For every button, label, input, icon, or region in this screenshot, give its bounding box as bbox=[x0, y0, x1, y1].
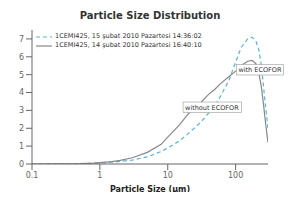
svg-text:5: 5 bbox=[19, 71, 24, 80]
svg-text:Particle Size (μm): Particle Size (μm) bbox=[110, 185, 190, 192]
svg-text:4: 4 bbox=[19, 88, 24, 97]
svg-text:0.1: 0.1 bbox=[26, 171, 39, 180]
svg-text:6: 6 bbox=[19, 53, 24, 62]
svg-text:0: 0 bbox=[19, 160, 24, 169]
svg-text:2: 2 bbox=[19, 124, 24, 133]
svg-text:1: 1 bbox=[97, 171, 102, 180]
svg-text:7: 7 bbox=[19, 35, 24, 44]
svg-text:10: 10 bbox=[163, 171, 173, 180]
svg-text:3: 3 bbox=[19, 106, 24, 115]
svg-text:without ECOFOR: without ECOFOR bbox=[185, 104, 239, 112]
svg-text:with ECOFOR: with ECOFOR bbox=[238, 66, 281, 74]
html-text:1CEMI425, 14 şubat 2010 Pazart: 1CEMI425, 14 şubat 2010 Pazartesi 16:40:… bbox=[55, 41, 202, 49]
svg-text:1: 1 bbox=[19, 142, 24, 151]
html-text:1CEMI425, 15 şubat 2010 Pazart: 1CEMI425, 15 şubat 2010 Pazartesi 14:36:… bbox=[55, 32, 202, 40]
html-text:Particle Size Distribution: Particle Size Distribution bbox=[79, 10, 221, 21]
svg-text:100: 100 bbox=[228, 171, 243, 180]
